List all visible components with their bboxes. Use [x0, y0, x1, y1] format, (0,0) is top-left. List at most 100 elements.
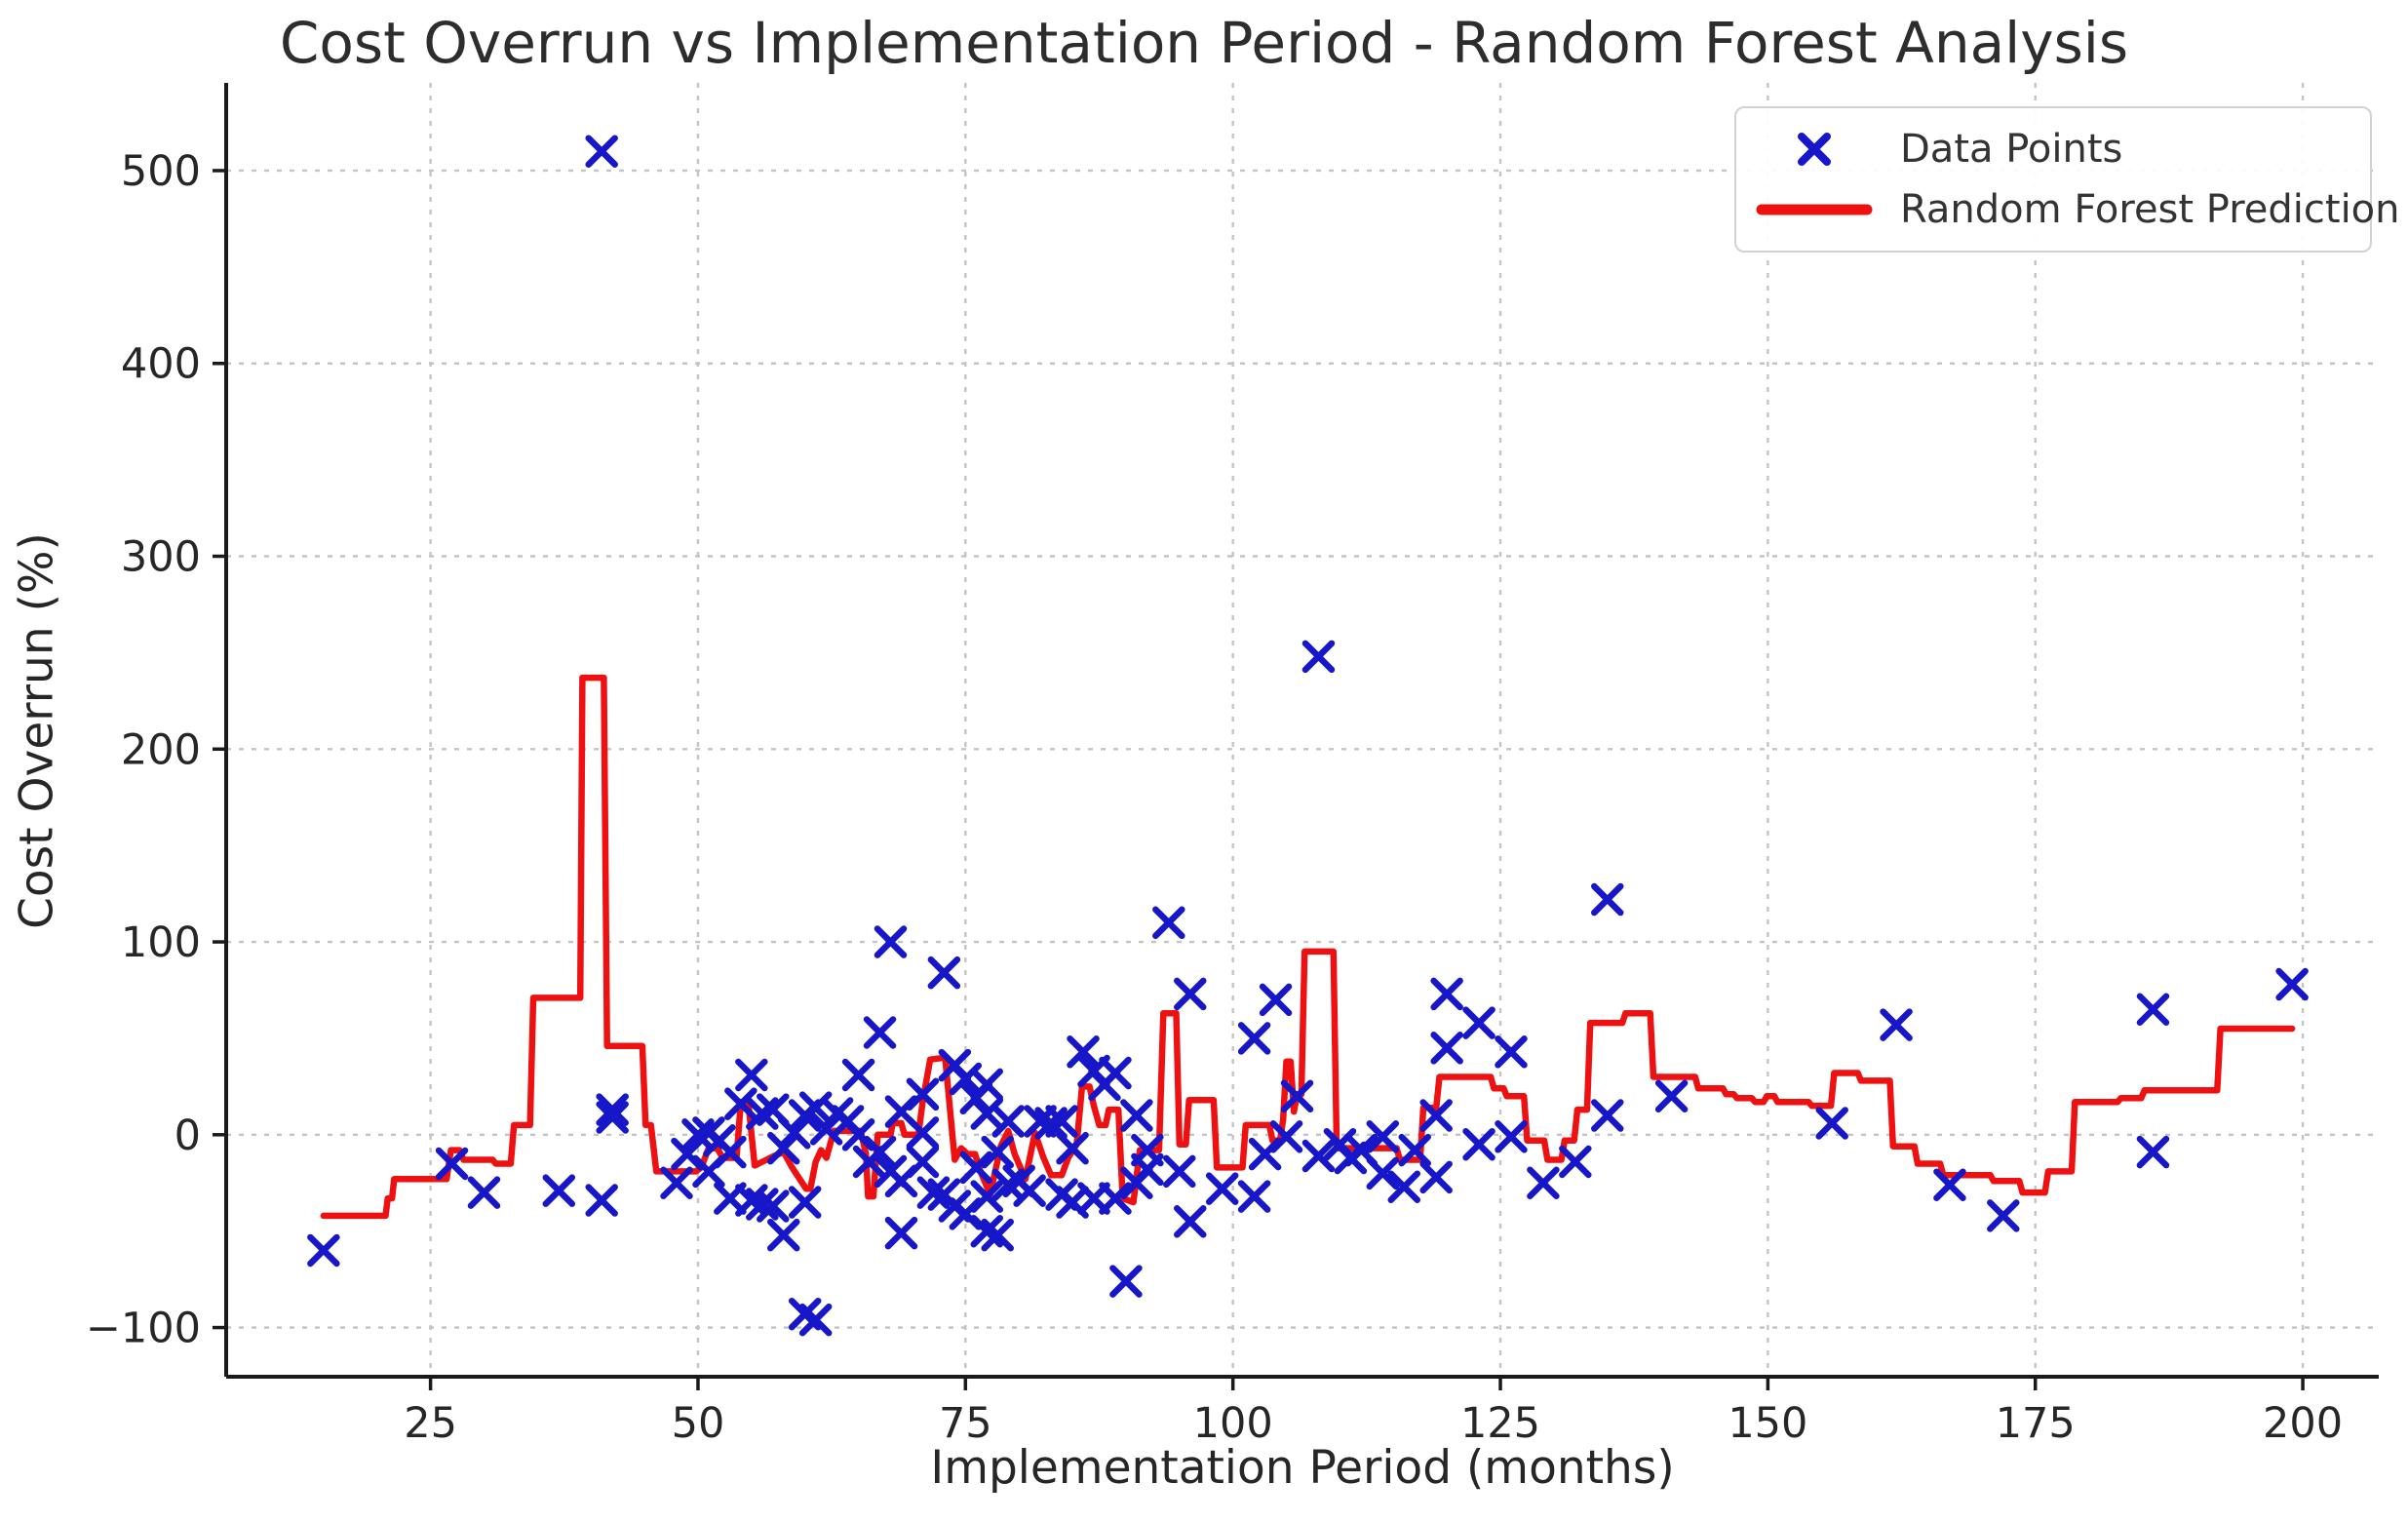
data-point-marker — [1398, 1133, 1431, 1167]
data-point-marker — [585, 135, 618, 168]
data-point-marker — [916, 1176, 951, 1209]
y-tick-label: −100 — [86, 1305, 201, 1353]
data-point-marker — [585, 1184, 618, 1217]
data-point-marker — [1462, 1006, 1495, 1039]
legend-label-data-points: Data Points — [1900, 127, 2123, 172]
legend-item-data-points: Data Points — [1756, 124, 2350, 175]
line-marker-icon — [1756, 200, 1873, 219]
y-tick-label: 0 — [175, 1112, 201, 1160]
data-point-marker — [307, 1233, 340, 1268]
data-point-marker — [1591, 1099, 1624, 1132]
data-point-marker — [1591, 882, 1624, 917]
data-point-marker — [798, 1303, 833, 1337]
data-point-marker — [874, 925, 908, 958]
y-tick-label: 500 — [121, 147, 201, 196]
data-point-marker — [1131, 1152, 1164, 1187]
data-point-marker — [1152, 906, 1185, 940]
data-point-marker — [1259, 983, 1293, 1017]
chart-title: Cost Overrun vs Implementation Period - … — [279, 10, 2129, 76]
data-point-marker — [1174, 977, 1207, 1011]
data-point-marker — [746, 1188, 779, 1221]
data-point-marker — [1495, 1035, 1528, 1069]
data-point-marker — [1237, 1022, 1271, 1055]
data-point-marker — [959, 1151, 993, 1185]
x-tick-label: 25 — [404, 1399, 457, 1448]
data-point-marker — [1366, 1156, 1400, 1190]
data-point-marker — [1099, 1182, 1132, 1215]
x-marker-icon — [1756, 129, 1873, 170]
data-point-marker — [991, 1105, 1025, 1138]
data-point-marker — [2275, 967, 2309, 1001]
x-tick-label: 50 — [672, 1399, 725, 1448]
y-tick-label: 300 — [121, 533, 201, 582]
data-point-marker — [970, 1097, 1004, 1130]
data-point-marker — [1034, 1107, 1068, 1140]
x-axis-label: Implementation Period (months) — [930, 1441, 1675, 1495]
data-point-marker — [1419, 1160, 1453, 1194]
data-point-marker — [767, 1218, 800, 1252]
data-point-marker — [2136, 1135, 2170, 1169]
data-point-marker — [1099, 1056, 1132, 1090]
data-point-marker — [841, 1058, 875, 1092]
data-point-marker — [1056, 1131, 1089, 1165]
data-point-marker — [1430, 977, 1463, 1011]
data-point-marker — [981, 1135, 1014, 1169]
data-point-marker — [1987, 1199, 2020, 1232]
x-tick-label: 100 — [1193, 1399, 1273, 1448]
y-tick-label: 100 — [121, 918, 201, 967]
data-point-marker — [1462, 1127, 1495, 1161]
data-point-marker — [1174, 1205, 1207, 1238]
data-point-marker — [1815, 1107, 1848, 1140]
x-tick-label: 150 — [1728, 1399, 1807, 1448]
data-point-marker — [2136, 993, 2170, 1027]
data-point-marker — [906, 1145, 940, 1179]
data-point-marker — [970, 1180, 1004, 1213]
data-point-marker — [1559, 1145, 1592, 1179]
data-point-marker — [1163, 1154, 1196, 1189]
data-point-marker — [1495, 1120, 1528, 1153]
data-point-marker — [788, 1186, 822, 1219]
data-point-marker — [884, 1216, 918, 1250]
data-point-marker — [1045, 1105, 1078, 1138]
data-point-marker — [1269, 1120, 1303, 1153]
legend-label-prediction: Random Forest Prediction — [1900, 187, 2400, 232]
data-point-marker — [1880, 1008, 1913, 1041]
data-point-marker — [1301, 1139, 1336, 1173]
data-point-marker — [906, 1077, 940, 1112]
data-point-marker — [970, 1068, 1004, 1102]
data-point-marker — [863, 1135, 897, 1169]
data-point-marker — [1527, 1166, 1560, 1199]
data-point-marker — [1366, 1120, 1400, 1153]
data-point-marker — [757, 1190, 790, 1223]
legend-item-prediction: Random Forest Prediction — [1756, 184, 2400, 235]
data-point-marker — [1419, 1099, 1453, 1132]
data-point-marker — [863, 1016, 897, 1049]
data-point-marker — [1205, 1172, 1239, 1205]
x-tick-label: 200 — [2263, 1399, 2343, 1448]
data-point-marker — [1654, 1079, 1689, 1112]
y-tick-label: 400 — [121, 340, 201, 389]
data-point-marker — [809, 1112, 843, 1146]
data-point-marker — [714, 1135, 747, 1169]
data-point-marker — [1109, 1265, 1143, 1298]
data-point-marker — [981, 1218, 1014, 1252]
data-point-marker — [767, 1131, 800, 1165]
data-point-marker — [1067, 1035, 1100, 1069]
x-tick-label: 125 — [1460, 1399, 1540, 1448]
data-point-marker — [1280, 1079, 1314, 1112]
legend: Data Points Random Forest Prediction — [1734, 106, 2400, 253]
data-point-marker — [596, 1101, 629, 1134]
data-point-marker — [1237, 1180, 1271, 1213]
data-point-marker — [1013, 1174, 1046, 1207]
data-point-marker — [927, 956, 961, 990]
data-point-marker — [596, 1093, 629, 1126]
data-point-marker — [435, 1147, 469, 1181]
data-point-marker — [1430, 1032, 1463, 1065]
data-point-marker — [542, 1174, 576, 1207]
y-tick-label: 200 — [121, 725, 201, 774]
data-point-marker — [1301, 640, 1336, 674]
data-point-marker — [1933, 1168, 1966, 1201]
prediction-line — [320, 674, 2296, 1220]
